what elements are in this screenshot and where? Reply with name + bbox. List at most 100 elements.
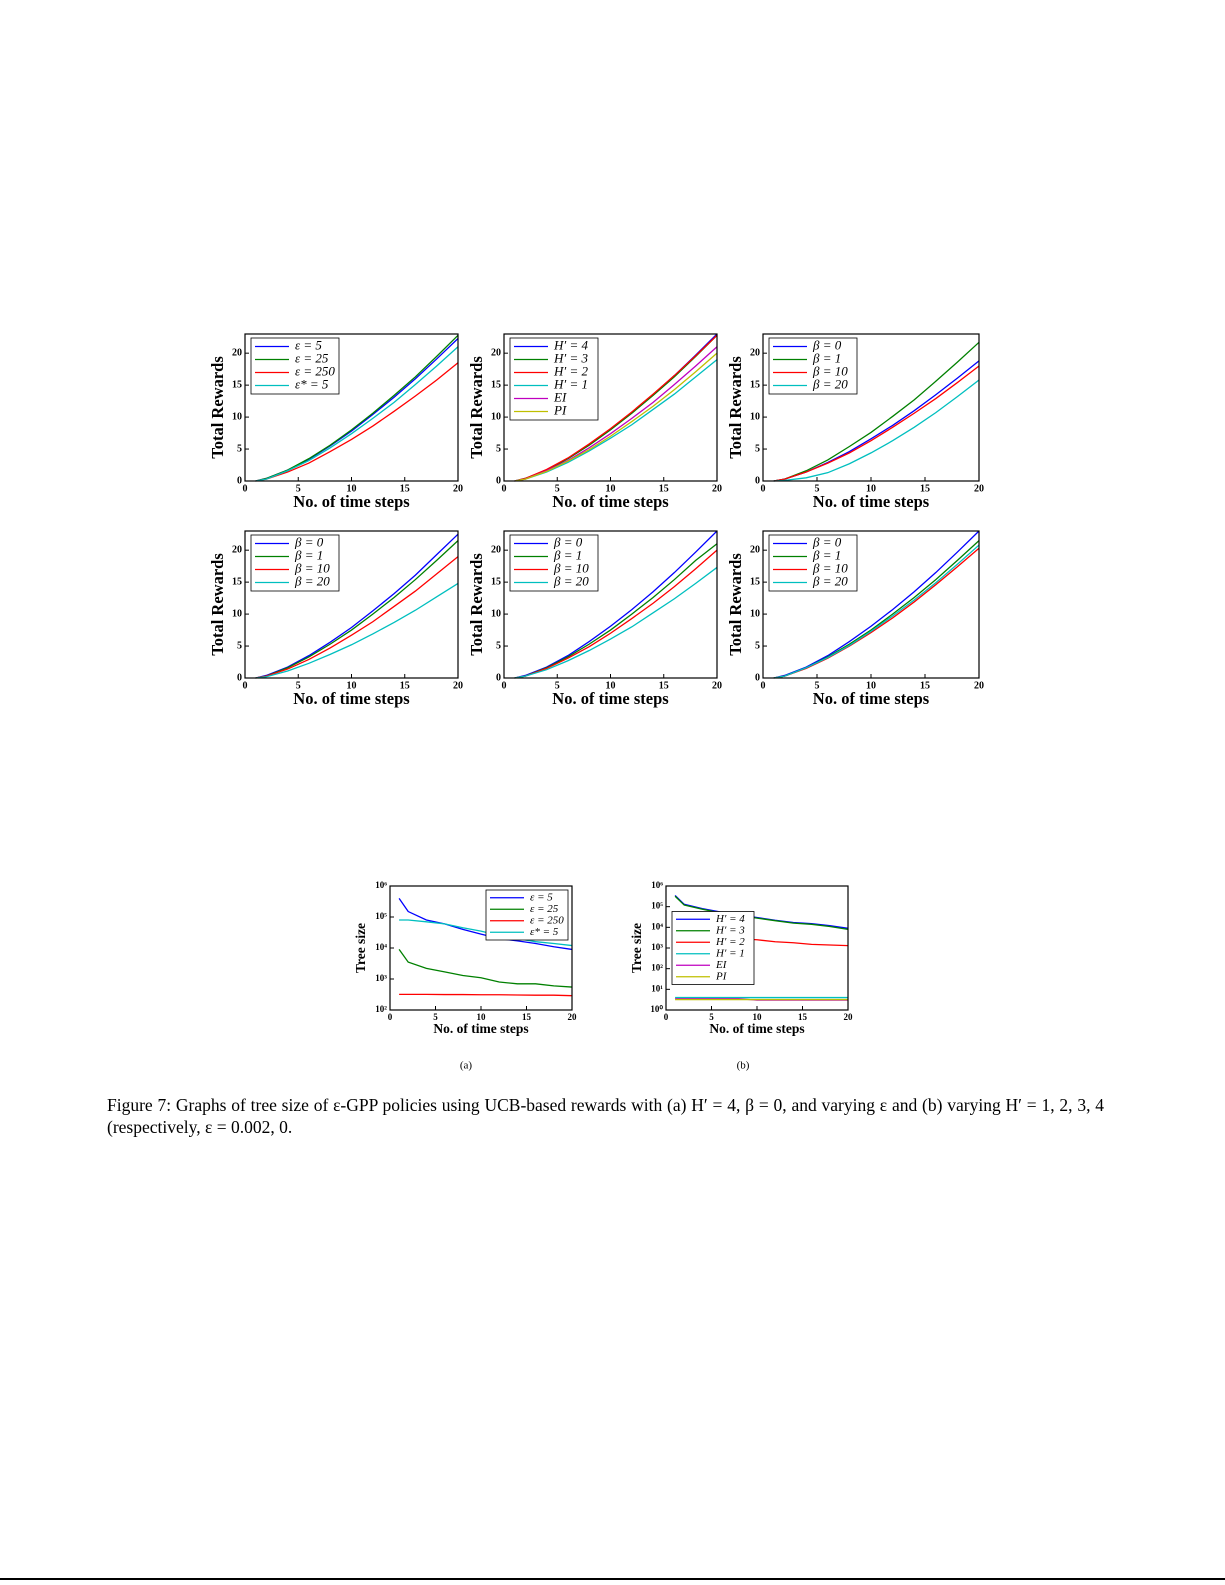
legend-label: ε = 250 xyxy=(530,914,564,926)
y-tick-label: 10⁵ xyxy=(651,901,663,911)
y-tick-label: 20 xyxy=(232,347,242,358)
y-tick-label: 10 xyxy=(232,411,242,422)
y-tick-label: 15 xyxy=(491,379,501,390)
y-axis-label: Total Rewards xyxy=(467,356,486,459)
legend-label: ε = 25 xyxy=(530,903,559,915)
legend-label: β = 1 xyxy=(812,547,841,562)
y-tick-label: 0 xyxy=(496,672,501,683)
y-tick-label: 5 xyxy=(237,443,242,454)
y-tick-label: 5 xyxy=(496,640,501,651)
y-axis-label: Tree size xyxy=(629,923,644,973)
x-axis-label: No. of time steps xyxy=(433,1021,528,1036)
series-line xyxy=(773,365,980,482)
legend-label: β = 20 xyxy=(812,376,848,391)
x-tick-label: 0 xyxy=(664,1012,669,1022)
y-tick-label: 10 xyxy=(750,608,760,619)
legend-label: β = 1 xyxy=(294,547,323,562)
series-line xyxy=(773,341,980,482)
y-axis-label: Total Rewards xyxy=(208,553,227,656)
series-line xyxy=(255,346,459,482)
y-tick-label: 10 xyxy=(491,608,501,619)
series-line xyxy=(674,895,849,930)
x-tick-label: 10 xyxy=(606,680,616,691)
y-tick-label: 5 xyxy=(496,443,501,454)
legend-label: H′ = 4 xyxy=(715,913,745,925)
y-axis-label: Tree size xyxy=(353,923,368,973)
caption: Figure 7: Graphs of tree size of ε-GPP p… xyxy=(107,1095,1104,1137)
y-tick-label: 10⁶ xyxy=(375,880,387,890)
x-tick-label: 10 xyxy=(866,680,876,691)
plot-frame xyxy=(503,333,718,482)
series-line xyxy=(514,352,718,482)
x-axis-label: No. of time steps xyxy=(552,689,669,708)
y-axis-label: Total Rewards xyxy=(467,553,486,656)
x-tick-label: 15 xyxy=(522,1012,532,1022)
x-axis-label: No. of time steps xyxy=(552,492,669,511)
series-line xyxy=(399,919,573,947)
x-tick-label: 5 xyxy=(296,680,301,691)
x-tick-label: 10 xyxy=(347,483,357,494)
legend-label: H′ = 1 xyxy=(715,947,745,959)
plot-frame xyxy=(244,333,459,482)
series-line xyxy=(255,582,459,679)
x-tick-label: 0 xyxy=(761,483,766,494)
legend-label: EI xyxy=(553,389,567,404)
y-tick-label: 15 xyxy=(491,576,501,587)
legend-label: ε = 5 xyxy=(530,891,553,903)
legend-label: H′ = 4 xyxy=(553,337,589,352)
y-tick-label: 20 xyxy=(491,347,501,358)
legend-label: H′ = 3 xyxy=(715,924,745,936)
legend-label: β = 0 xyxy=(294,534,324,549)
legend-label: H′ = 3 xyxy=(553,350,589,365)
y-tick-label: 0 xyxy=(755,475,760,486)
y-tick-label: 10² xyxy=(651,963,663,973)
legend-label: EI xyxy=(715,959,728,971)
series-line xyxy=(773,544,980,679)
x-tick-label: 15 xyxy=(920,483,930,494)
y-tick-label: 20 xyxy=(750,347,760,358)
x-tick-label: 5 xyxy=(433,1012,438,1022)
y-tick-label: 0 xyxy=(755,672,760,683)
x-tick-label: 5 xyxy=(815,680,820,691)
legend-label: β = 10 xyxy=(812,560,848,575)
series-line xyxy=(398,897,573,951)
x-axis-label: No. of time steps xyxy=(293,689,410,708)
y-tick-label: 10 xyxy=(750,411,760,422)
legend-box xyxy=(250,337,340,395)
legend-box xyxy=(768,337,858,395)
legend-label: β = 0 xyxy=(553,534,583,549)
series-line xyxy=(514,334,718,482)
x-tick-label: 5 xyxy=(709,1012,714,1022)
legend-label: β = 10 xyxy=(294,560,330,575)
subfigure-label: (b) xyxy=(737,1060,750,1072)
y-tick-label: 5 xyxy=(237,640,242,651)
x-tick-label: 10 xyxy=(753,1012,763,1022)
y-tick-label: 10⁰ xyxy=(650,1004,663,1014)
x-tick-label: 0 xyxy=(388,1012,393,1022)
series-line xyxy=(773,379,980,482)
y-tick-label: 10¹ xyxy=(651,983,663,993)
x-tick-label: 20 xyxy=(453,483,463,494)
x-tick-label: 15 xyxy=(659,680,669,691)
legend-box xyxy=(509,534,599,592)
x-tick-label: 10 xyxy=(477,1012,487,1022)
x-tick-label: 5 xyxy=(815,483,820,494)
x-axis-label: No. of time steps xyxy=(293,492,410,511)
x-tick-label: 20 xyxy=(453,680,463,691)
y-tick-label: 10 xyxy=(232,608,242,619)
x-axis-label: No. of time steps xyxy=(813,689,930,708)
x-tick-label: 0 xyxy=(502,483,507,494)
legend-label: β = 10 xyxy=(812,363,848,378)
legend-label: β = 1 xyxy=(812,350,841,365)
x-tick-label: 15 xyxy=(798,1012,808,1022)
y-tick-label: 5 xyxy=(755,640,760,651)
series-line xyxy=(255,540,459,679)
legend-label: β = 1 xyxy=(553,547,582,562)
y-tick-label: 10³ xyxy=(375,973,387,983)
legend-label: ε* = 5 xyxy=(295,376,329,391)
y-tick-label: 20 xyxy=(232,544,242,555)
y-tick-label: 5 xyxy=(755,443,760,454)
series-line xyxy=(399,993,573,997)
series-line xyxy=(255,362,459,482)
